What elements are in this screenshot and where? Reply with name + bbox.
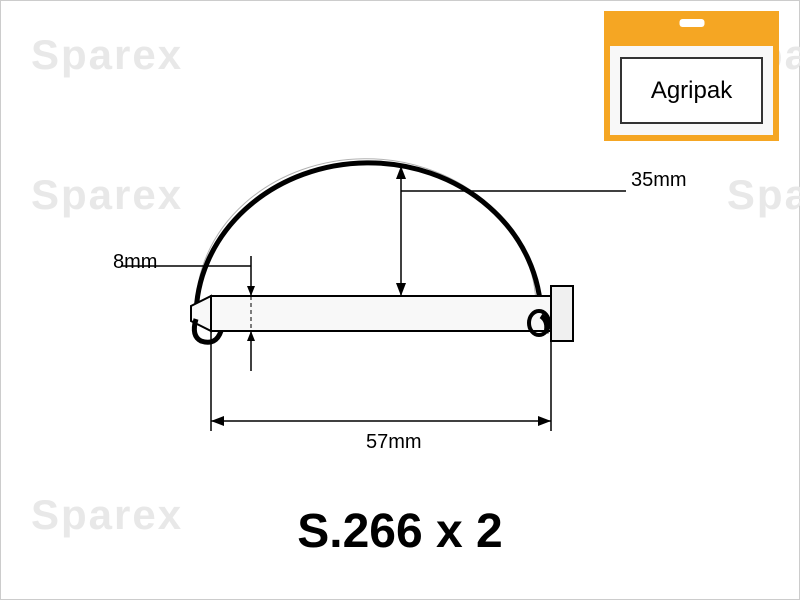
- product-code-label: S.266 x 2: [1, 504, 799, 559]
- watermark: Sparex: [31, 31, 183, 79]
- watermark: Sparex: [727, 171, 800, 219]
- badge-brand-text: Agripak: [651, 77, 732, 105]
- technical-diagram: [121, 141, 671, 461]
- agripak-badge: Agripak: [604, 11, 779, 141]
